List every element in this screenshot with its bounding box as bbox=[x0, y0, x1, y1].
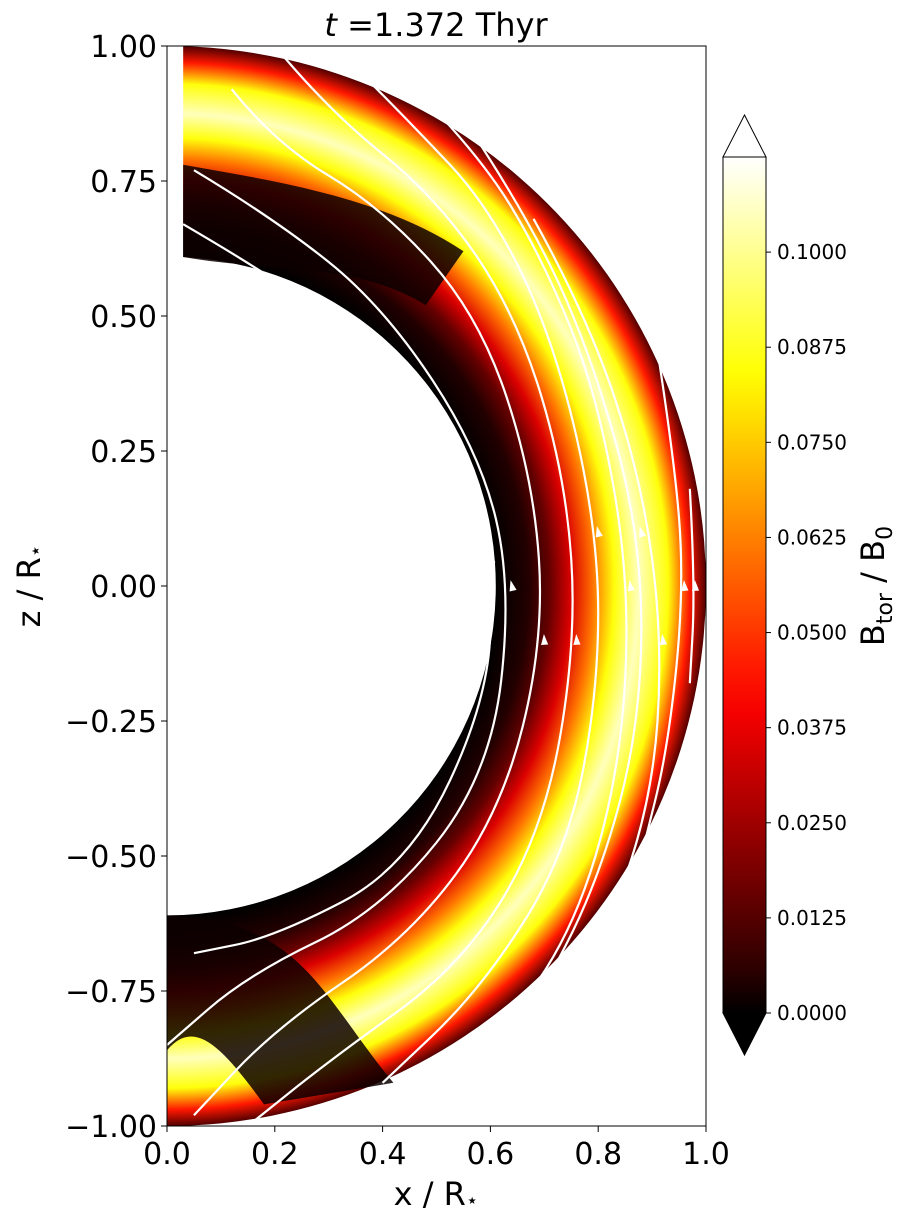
chart-title: t =1.372 Thyr bbox=[324, 6, 548, 44]
x-tick-label: 0.8 bbox=[574, 1137, 622, 1172]
colorbar-tick-label: 0.1000 bbox=[777, 240, 847, 264]
colorbar-label: Btor / B0 bbox=[854, 526, 898, 646]
streamline bbox=[467, 126, 643, 1008]
y-tick-label: −1.00 bbox=[65, 1110, 157, 1145]
colorbar: 0.0000 0.0125 0.0250 0.0375 0.0500 0.0625 0.07… bbox=[722, 113, 898, 1057]
streamline bbox=[532, 218, 661, 954]
streamline bbox=[688, 488, 695, 684]
colorbar-tick-label: 0.0750 bbox=[777, 430, 847, 454]
streamline-arrow bbox=[627, 580, 635, 592]
streamline bbox=[247, 46, 574, 1126]
x-tick-label: 0.6 bbox=[467, 1137, 515, 1172]
streamline-arrow bbox=[573, 634, 581, 646]
field-streamlines bbox=[167, 46, 700, 1126]
colorbar-extend-max bbox=[722, 113, 767, 158]
x-tick-label: 0.2 bbox=[251, 1137, 299, 1172]
colorbar-tick-label: 0.0625 bbox=[777, 525, 847, 549]
streamline-arrow bbox=[639, 526, 647, 538]
streamline-arrow bbox=[509, 580, 517, 592]
colorbar-tick-label: 0.0000 bbox=[777, 1001, 847, 1025]
colorbar-tick-label: 0.0125 bbox=[777, 906, 847, 930]
streamline bbox=[193, 88, 542, 1116]
streamline bbox=[182, 223, 492, 955]
y-tick-label: −0.50 bbox=[65, 840, 157, 875]
x-tick-label: 1.0 bbox=[682, 1137, 730, 1172]
toroidal-field-shell bbox=[167, 46, 706, 1126]
y-tick-label: 0.75 bbox=[90, 165, 157, 200]
streamline-arrow bbox=[681, 580, 689, 592]
streamline-arrow bbox=[541, 634, 549, 646]
streamline-arrow bbox=[691, 580, 700, 591]
y-tick-label: 1.00 bbox=[90, 30, 157, 65]
streamline bbox=[167, 169, 507, 1046]
streamline-arrow bbox=[595, 526, 603, 538]
y-tick-label: 0.25 bbox=[90, 435, 157, 470]
colorbar-extend-min bbox=[722, 1012, 767, 1057]
streamline-arrow bbox=[659, 634, 668, 646]
streamline-arrow bbox=[488, 553, 496, 565]
colorbar-tick-label: 0.0375 bbox=[777, 716, 847, 740]
colorbar-tick-label: 0.0250 bbox=[777, 811, 847, 835]
y-axis-ticks: −1.00 −0.75 −0.50 −0.25 0.00 0.25 0.50 0.75 1.00 bbox=[65, 30, 167, 1145]
colorbar-ticks: 0.0000 0.0125 0.0250 0.0375 0.0500 0.0625 0.07… bbox=[766, 240, 847, 1025]
y-tick-label: −0.25 bbox=[65, 705, 157, 740]
colorbar-body bbox=[722, 156, 767, 1014]
y-tick-label: 0.50 bbox=[90, 300, 157, 335]
upper-dark-region bbox=[183, 164, 464, 306]
streamline bbox=[344, 56, 600, 1084]
y-tick-label: −0.75 bbox=[65, 975, 157, 1010]
x-axis-label: x / R⋆ bbox=[394, 1175, 479, 1213]
x-tick-label: 0.0 bbox=[143, 1137, 191, 1172]
colorbar-tick-label: 0.0875 bbox=[777, 335, 847, 359]
colorbar-tick-label: 0.0500 bbox=[777, 621, 847, 645]
y-axis-label: z / R⋆ bbox=[10, 545, 48, 628]
x-tick-label: 0.4 bbox=[359, 1137, 407, 1172]
streamline bbox=[640, 315, 683, 857]
streamline bbox=[414, 88, 628, 1046]
x-axis-ticks: 0.0 0.2 0.4 0.6 0.8 1.0 bbox=[143, 1126, 730, 1172]
plot-area bbox=[167, 46, 706, 1126]
y-tick-label: 0.00 bbox=[90, 570, 157, 605]
